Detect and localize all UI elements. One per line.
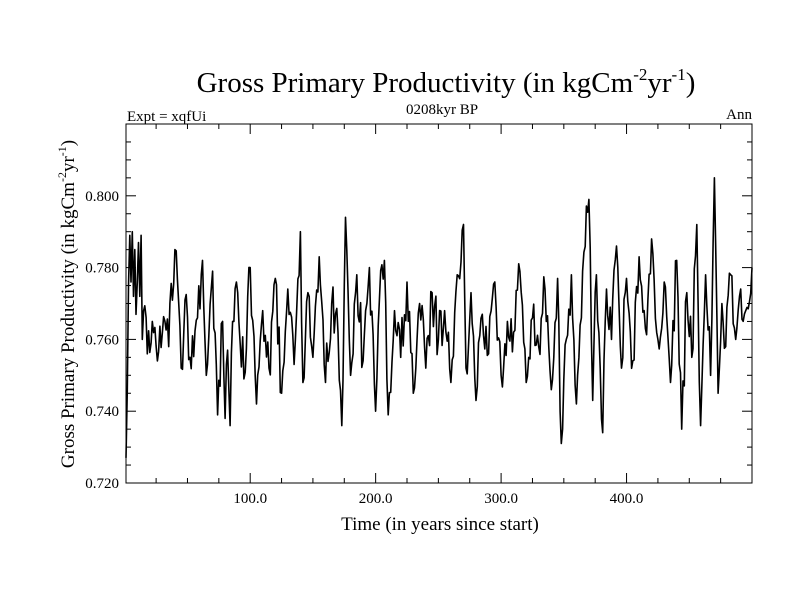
y-tick-label: 0.740 [85, 404, 119, 420]
series-line-gpp [125, 177, 753, 458]
y-axis: 0.720 0.740 0.760 0.780 0.800 [85, 123, 752, 492]
x-tick-label: 300.0 [484, 491, 518, 507]
subtitle-center: 0208kyr BP [406, 102, 478, 118]
y-tick-label: 0.780 [85, 261, 119, 277]
subtitle-right: Ann [726, 107, 752, 123]
x-axis-label: Time (in years since start) [341, 514, 539, 535]
x-axis: 100.0 200.0 300.0 400.0 [155, 124, 722, 507]
chart-title: Gross Primary Productivity (in kgCm-2yr-… [197, 65, 696, 99]
x-tick-label: 200.0 [359, 491, 393, 507]
x-tick-label: 100.0 [233, 491, 267, 507]
subtitle-left: Expt = xqfUi [127, 109, 206, 125]
plot-frame [125, 123, 753, 484]
y-tick-label: 0.760 [85, 332, 119, 348]
y-tick-label: 0.800 [85, 189, 119, 205]
x-tick-label: 400.0 [610, 491, 644, 507]
y-tick-label: 0.720 [85, 476, 119, 492]
y-axis-label: Gross Primary Productivity (in kgCm-2yr-… [55, 140, 79, 468]
